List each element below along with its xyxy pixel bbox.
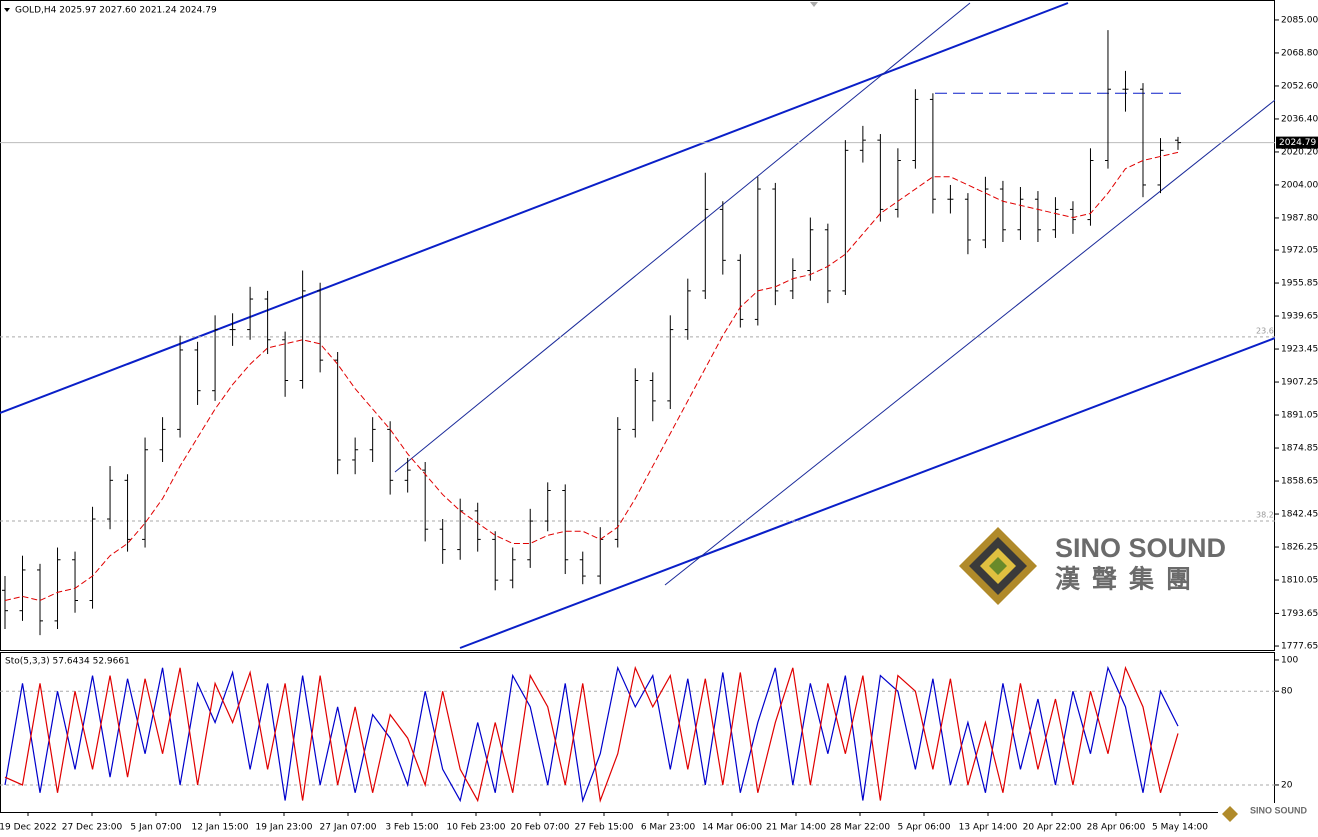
stoch-panel xyxy=(0,652,1275,813)
x-tick-label: 6 Mar 23:00 xyxy=(641,823,696,833)
y-tick-label: 1907.25 xyxy=(1281,378,1318,388)
stoch-tick-label: 80 xyxy=(1281,687,1293,697)
y-tick-label: 2004.00 xyxy=(1281,180,1318,190)
x-tick-label: 5 Apr 06:00 xyxy=(898,823,951,833)
small-logo-name: SINO SOUND xyxy=(1250,805,1308,815)
stoch-line xyxy=(4,665,1179,803)
x-tick-label: 5 Jan 07:00 xyxy=(130,823,182,833)
y-tick-label: 1793.65 xyxy=(1281,609,1318,619)
trendline xyxy=(394,2,971,473)
x-tick-label: 5 May 14:00 xyxy=(1152,823,1208,833)
x-tick-label: 20 Apr 22:00 xyxy=(1023,823,1082,833)
watermark-chinese: 漢聲集團 xyxy=(1055,565,1203,594)
y-tick-label: 1858.65 xyxy=(1281,477,1318,487)
watermark-name: SINO SOUND xyxy=(1055,533,1226,563)
small-logo-bg xyxy=(1218,803,1310,825)
stoch-plot xyxy=(0,665,1275,803)
stoch-title: Sto(5,3,3) 57.6434 52.9661 xyxy=(5,657,130,667)
fib-label: 38.2 xyxy=(1256,511,1274,520)
fib-label: 23.6 xyxy=(1256,326,1274,335)
last-price-box xyxy=(1276,136,1318,149)
main-plot xyxy=(0,2,1275,649)
x-tick-label: 14 Mar 06:00 xyxy=(702,823,762,833)
y-tick-label: 2020.20 xyxy=(1281,147,1318,157)
y-tick-label: 1987.80 xyxy=(1281,213,1318,223)
x-tick-label: 19 Dec 2022 xyxy=(0,823,57,833)
header: GOLD,H4 2025.97 2027.60 2021.24 2024.79 xyxy=(15,6,217,16)
x-tick-label: 13 Apr 14:00 xyxy=(959,823,1018,833)
y-tick-label: 2036.40 xyxy=(1281,114,1318,124)
x-tick-label: 20 Feb 07:00 xyxy=(510,823,569,833)
y-tick-label: 1891.05 xyxy=(1281,411,1318,421)
trendline xyxy=(664,99,1275,586)
stoch-tick-label: 20 xyxy=(1281,780,1293,790)
y-tick-label: 1842.45 xyxy=(1281,510,1318,520)
x-tick-label: 12 Jan 15:00 xyxy=(192,823,249,833)
x-tick-label: 19 Jan 23:00 xyxy=(256,823,313,833)
x-tick-label: 3 Feb 15:00 xyxy=(385,823,439,833)
x-tick-label: 21 Mar 14:00 xyxy=(766,823,826,833)
main-panel xyxy=(0,0,1275,651)
y-tick-label: 1826.25 xyxy=(1281,543,1318,553)
logo xyxy=(959,527,1037,605)
menu-arrow xyxy=(4,8,10,12)
y-tick-label: 2085.00 xyxy=(1281,15,1318,25)
y-tick-label: 1923.45 xyxy=(1281,345,1318,355)
y-tick-label: 1955.85 xyxy=(1281,279,1318,289)
trendline xyxy=(459,337,1275,649)
x-tick-label: 28 Apr 06:00 xyxy=(1087,823,1146,833)
y-tick-label: 1939.65 xyxy=(1281,312,1318,322)
y-tick-label: 1972.05 xyxy=(1281,246,1318,256)
stoch-tick-label: 100 xyxy=(1281,655,1298,665)
marker xyxy=(810,2,818,7)
stoch-line xyxy=(4,665,1179,803)
y-tick-label: 1810.05 xyxy=(1281,576,1318,586)
y-tick-label: 2052.60 xyxy=(1281,81,1318,91)
y-tick-label: 2068.80 xyxy=(1281,48,1318,58)
x-tick-label: 27 Feb 15:00 xyxy=(574,823,633,833)
y-tick-label: 1777.65 xyxy=(1281,642,1318,652)
small-logo xyxy=(1222,806,1238,822)
y-tick-label: 1874.85 xyxy=(1281,444,1318,454)
x-tick-label: 27 Dec 23:00 xyxy=(62,823,123,833)
x-tick-label: 27 Jan 07:00 xyxy=(320,823,377,833)
x-tick-label: 10 Feb 23:00 xyxy=(446,823,505,833)
trendline xyxy=(0,2,1069,414)
x-tick-label: 28 Mar 22:00 xyxy=(830,823,890,833)
last-price-label: 2024.79 xyxy=(1279,138,1316,148)
moving-average xyxy=(4,151,1179,602)
